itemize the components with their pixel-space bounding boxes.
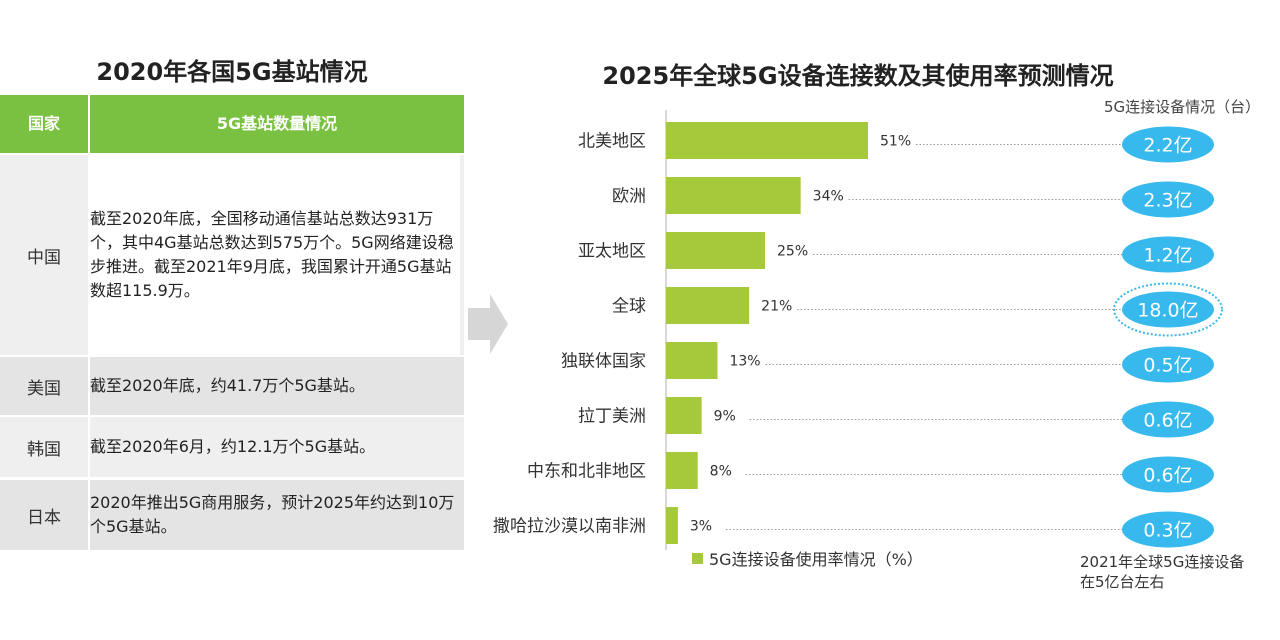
usage-rate-label: 25% — [777, 244, 808, 260]
chart-footnote: 2021年全球5G连接设备在5亿台左右 — [1080, 553, 1245, 591]
device-count-badge — [1122, 291, 1214, 328]
category-label: 全球 — [612, 297, 646, 317]
table-row-china: 中国 截至2020年底，全国移动通信基站总数达931万个，其中4G基站总数达到5… — [0, 155, 464, 355]
category-label: 独联体国家 — [561, 352, 646, 372]
table-row-usa: 美国 截至2020年底，约41.7万个5G基站。 — [0, 357, 464, 415]
usage-rate-bar — [666, 122, 868, 159]
device-count-label: 0.6亿 — [1143, 410, 1192, 432]
left-table-title: 2020年各国5G基站情况 — [96, 58, 368, 86]
legend-label: 5G连接设备使用率情况（%） — [709, 550, 923, 569]
chart-legend: 5G连接设备使用率情况（%） — [692, 546, 923, 570]
usage-rate-label: 51% — [880, 134, 911, 150]
usage-rate-label: 9% — [714, 409, 736, 425]
header-divider — [88, 95, 90, 153]
row-divider — [88, 480, 90, 550]
header-country: 国家 — [27, 114, 60, 133]
row-text: 截至2020年底，约41.7万个5G基站。 — [90, 376, 365, 395]
usage-rate-bar — [666, 507, 678, 544]
category-label: 中东和北非地区 — [527, 462, 646, 482]
row-text: 2020年推出5G商用服务，预计2025年约达到10万个5G基站。 — [90, 493, 455, 536]
device-count-subtitle: 5G连接设备情况（台） — [1104, 98, 1261, 116]
category-label: 北美地区 — [578, 132, 646, 152]
row-text: 截至2020年底，全国移动通信基站总数达931万个，其中4G基站总数达到575万… — [90, 155, 460, 355]
usage-rate-label: 3% — [690, 519, 712, 535]
usage-rate-bar — [666, 397, 702, 434]
device-count-label: 0.5亿 — [1143, 355, 1192, 377]
row-divider — [88, 417, 90, 477]
device-count-badge — [1122, 511, 1214, 548]
row-country: 韩国 — [27, 439, 61, 460]
row-divider — [88, 357, 90, 415]
usage-rate-label: 8% — [710, 464, 732, 480]
usage-rate-bar — [666, 287, 750, 324]
device-count-badge — [1122, 346, 1214, 383]
row-text: 截至2020年6月，约12.1万个5G基站。 — [90, 437, 376, 456]
usage-rate-bar — [666, 342, 718, 379]
legend-swatch — [692, 552, 703, 564]
header-info: 5G基站数量情况 — [216, 114, 338, 133]
row-country: 日本 — [27, 507, 61, 528]
device-count-badge — [1122, 456, 1214, 493]
device-count-label: 2.2亿 — [1143, 135, 1192, 157]
device-count-label: 1.2亿 — [1143, 245, 1192, 267]
row-country: 美国 — [27, 378, 61, 399]
chart-title: 2025年全球5G设备连接数及其使用率预测情况 — [602, 62, 1114, 90]
table-row-korea: 韩国 截至2020年6月，约12.1万个5G基站。 — [0, 417, 464, 477]
device-count-badge — [1122, 401, 1214, 438]
usage-rate-bar — [666, 232, 766, 269]
device-count-label: 18.0亿 — [1137, 300, 1198, 322]
usage-rate-label: 13% — [729, 354, 760, 370]
device-count-badge — [1122, 126, 1214, 163]
category-label: 撒哈拉沙漠以南非洲 — [493, 517, 646, 537]
device-count-label: 0.3亿 — [1143, 520, 1192, 542]
right-arrow-icon — [468, 294, 508, 354]
category-label: 拉丁美洲 — [578, 407, 646, 427]
device-count-label: 2.3亿 — [1143, 190, 1192, 212]
device-count-badge — [1122, 181, 1214, 218]
table-header-row: 国家 5G基站数量情况 — [0, 95, 464, 153]
category-label: 亚太地区 — [578, 242, 646, 262]
device-count-badge — [1122, 236, 1214, 273]
highlight-ring — [1113, 282, 1223, 337]
usage-rate-bar — [666, 452, 698, 489]
category-label: 欧洲 — [612, 187, 646, 207]
row-divider — [88, 155, 90, 355]
usage-rate-label: 34% — [813, 189, 844, 205]
usage-rate-bar — [666, 177, 801, 214]
device-count-label: 0.6亿 — [1143, 465, 1192, 487]
usage-rate-label: 21% — [761, 299, 792, 315]
table-row-japan: 日本 2020年推出5G商用服务，预计2025年约达到10万个5G基站。 — [0, 480, 464, 550]
row-country: 中国 — [27, 247, 61, 268]
